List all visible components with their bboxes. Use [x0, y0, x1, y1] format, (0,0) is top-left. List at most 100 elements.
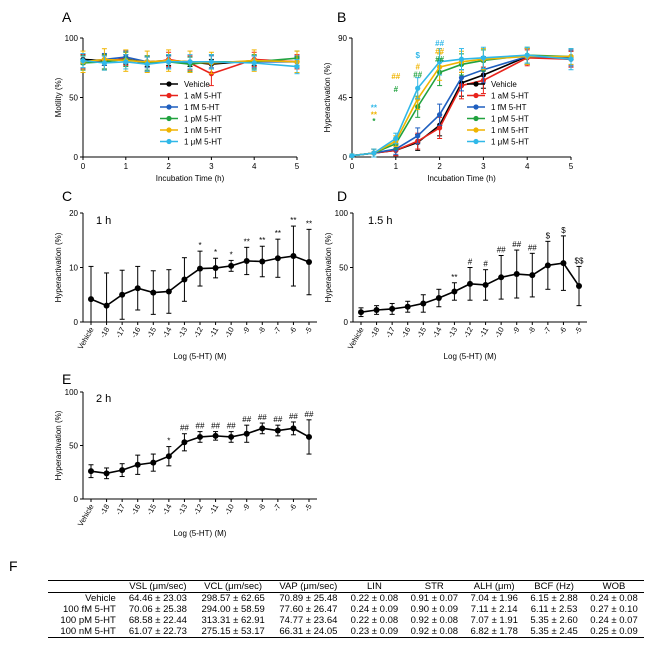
table-cell: 7.07 ± 1.91: [470, 615, 518, 626]
x-tick-label: Vehicle: [346, 326, 366, 351]
y-tick-label: 0: [343, 153, 348, 162]
data-point: [208, 59, 214, 65]
table-cell: 313.31 ± 62.91: [201, 615, 265, 626]
panel-A: 0 50 100 0 1 2 3 4 5 Incubation Time (h) Motility …: [54, 34, 300, 183]
table-cell: 298.57 ± 62.65: [201, 593, 265, 604]
significance-label: ##: [211, 422, 220, 431]
table-cell: 61.07 ± 22.73: [121, 626, 194, 638]
data-point: [88, 296, 94, 303]
x-tick-label: 1: [394, 162, 399, 171]
y-tick-label: 45: [338, 94, 347, 103]
y-tick-label: 90: [338, 34, 347, 43]
x-tick-label: -13: [176, 326, 189, 340]
table-header-row: VSL (μm/sec) VCL (μm/sec) VAP (μm/sec) L…: [48, 580, 644, 593]
significance-label: *: [372, 117, 376, 126]
data-point: [435, 295, 442, 302]
y-tick-label: 100: [65, 388, 79, 397]
x-tick-label: -18: [98, 503, 111, 517]
significance-label: ##: [435, 47, 444, 56]
significance-label: #: [415, 63, 420, 72]
panel-title: 1.5 h: [368, 215, 392, 227]
data-point: [212, 265, 219, 272]
table-cell: 66.31 ± 24.05: [272, 626, 345, 638]
sperm-kinematics-table: VSL (μm/sec) VCL (μm/sec) VAP (μm/sec) L…: [48, 580, 644, 638]
table-cell: 7.11 ± 2.14: [470, 604, 518, 615]
table-cell: 70.06 ± 25.38: [128, 604, 187, 615]
data-point: [103, 470, 110, 477]
y-tick-label: 50: [69, 442, 78, 451]
panel-E: 0 50 100 Vehicle -18 -17 -16 -15 -14 -13 -12 -11 -10…: [54, 388, 317, 538]
legend-entry: 1 fM 5-HT: [491, 103, 527, 112]
results-table-panel: VSL (μm/sec) VCL (μm/sec) VAP (μm/sec) L…: [48, 580, 644, 638]
significance-label: $$: [575, 256, 584, 265]
x-tick-label: -12: [462, 326, 475, 340]
panel-label: C: [62, 188, 72, 204]
table-row-label: 100 nM 5-HT: [48, 626, 122, 638]
x-tick-label: -10: [223, 326, 236, 340]
significance-label: *: [214, 248, 217, 257]
data-point: [150, 289, 157, 296]
x-tick-label: 4: [525, 162, 530, 171]
table-row-label: 100 pM 5-HT: [60, 615, 116, 626]
y-axis-label: Motility (%): [54, 77, 63, 117]
x-tick-label: -9: [240, 326, 251, 336]
data-point: [458, 75, 465, 81]
data-point: [498, 274, 505, 281]
data-point: [144, 61, 150, 67]
table-header-cell: [48, 580, 122, 593]
y-tick-label: 0: [74, 153, 79, 162]
x-tick-label: 3: [481, 162, 486, 171]
table-cell: 68.58 ± 22.44: [128, 615, 187, 626]
x-tick-label: -11: [207, 503, 220, 516]
data-point: [212, 432, 219, 439]
x-tick-label: 2: [437, 162, 442, 171]
significance-label: $: [546, 231, 551, 240]
table-header-cell: BCF (Hz): [524, 580, 585, 593]
table-cell: 6.11 ± 2.53: [530, 604, 578, 615]
legend-swatch-marker: [473, 115, 479, 122]
x-tick-label: 0: [350, 162, 355, 171]
x-tick-label: -17: [114, 326, 127, 340]
x-tick-label: -5: [573, 326, 584, 336]
figure-canvas: 0 50 100 0 1 2 3 4 5 Incubation Time (h) Motility …: [9, 9, 587, 574]
data-point: [467, 280, 473, 287]
x-tick-label: -9: [240, 503, 251, 513]
x-axis-label: Incubation Time (h): [156, 174, 225, 183]
legend-entry: Vehicle: [184, 80, 210, 89]
legend-entry: 1 fM 5-HT: [184, 103, 220, 112]
data-point: [228, 262, 235, 269]
table-row-label: 100 fM 5-HT: [63, 604, 116, 615]
data-point: [119, 467, 126, 474]
data-point: [294, 63, 300, 70]
y-tick-label: 50: [339, 264, 348, 273]
data-point: [80, 58, 86, 64]
significance-label: **: [259, 236, 265, 245]
significance-label: ##: [227, 422, 236, 431]
legend-entry: 1 aM 5-HT: [491, 92, 529, 101]
table-cell: 294.00 ± 58.59: [201, 604, 265, 615]
x-tick-label: -6: [287, 326, 298, 336]
data-point: [480, 55, 486, 61]
x-tick-label: -17: [114, 503, 127, 517]
x-axis-label: Log (5-HT) (M): [174, 529, 227, 538]
table-header-cell: WOB: [584, 580, 644, 593]
legend-swatch-marker: [166, 138, 172, 145]
data-point: [165, 453, 172, 460]
data-point: [513, 271, 520, 278]
data-point: [458, 56, 465, 62]
table-header-cell: LIN: [344, 580, 405, 593]
data-point: [524, 52, 530, 58]
y-tick-label: 50: [69, 94, 78, 103]
significance-label: ##: [528, 243, 537, 252]
x-tick-label: -8: [526, 326, 537, 336]
x-tick-label: Vehicle: [76, 326, 96, 351]
significance-label: ##: [435, 39, 444, 48]
data-point: [560, 260, 567, 267]
legend-swatch-marker: [473, 127, 479, 133]
legend-entry: 1 pM 5-HT: [491, 115, 529, 124]
significance-label: ##: [289, 412, 298, 421]
table-cell: 0.90 ± 0.09: [410, 604, 459, 615]
table-cell: 6.15 ± 2.88: [530, 593, 578, 604]
y-tick-label: 20: [69, 209, 78, 218]
significance-label: **: [244, 237, 250, 246]
